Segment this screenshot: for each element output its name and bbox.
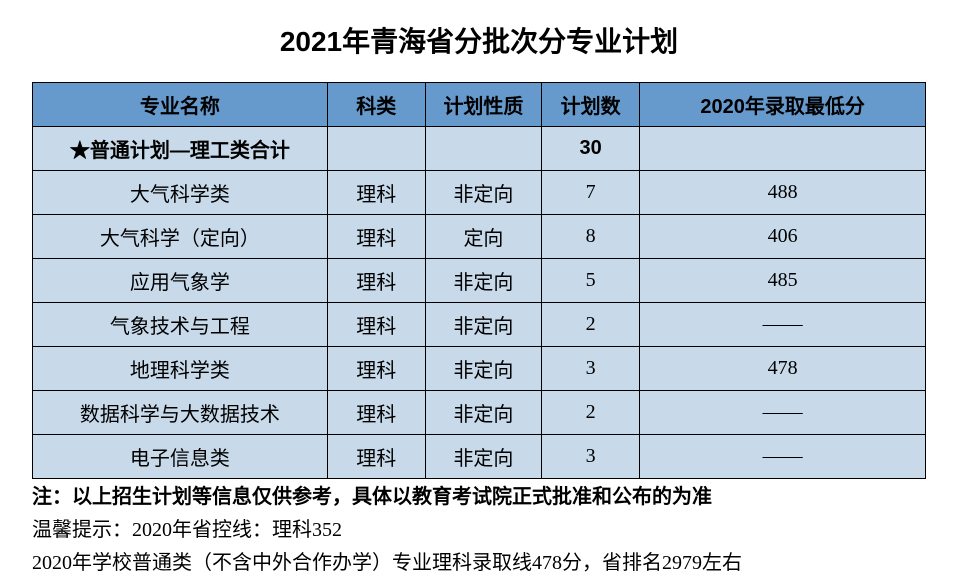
cell-type: 非定向 bbox=[425, 171, 541, 215]
table-row: 地理科学类理科非定向3478 bbox=[33, 347, 926, 391]
cell-count: 3 bbox=[541, 347, 639, 391]
cell-count: 7 bbox=[541, 171, 639, 215]
summary-type bbox=[425, 127, 541, 171]
cell-cat: 理科 bbox=[327, 303, 425, 347]
note-line-3: 2020年学校普通类（不含中外合作办学）专业理科录取线478分，省排名2979左… bbox=[32, 549, 926, 578]
cell-cat: 理科 bbox=[327, 171, 425, 215]
cell-count: 2 bbox=[541, 303, 639, 347]
cell-type: 非定向 bbox=[425, 347, 541, 391]
col-header-2: 计划性质 bbox=[425, 83, 541, 127]
cell-score: 406 bbox=[640, 215, 926, 259]
cell-score: —— bbox=[640, 303, 926, 347]
table-row: 数据科学与大数据技术理科非定向2—— bbox=[33, 391, 926, 435]
cell-type: 非定向 bbox=[425, 259, 541, 303]
cell-cat: 理科 bbox=[327, 259, 425, 303]
cell-score: 485 bbox=[640, 259, 926, 303]
table-row: 大气科学（定向）理科定向8406 bbox=[33, 215, 926, 259]
summary-count: 30 bbox=[541, 127, 639, 171]
cell-major: 数据科学与大数据技术 bbox=[33, 391, 328, 435]
col-header-3: 计划数 bbox=[541, 83, 639, 127]
cell-major: 地理科学类 bbox=[33, 347, 328, 391]
cell-major: 应用气象学 bbox=[33, 259, 328, 303]
cell-type: 非定向 bbox=[425, 391, 541, 435]
cell-count: 2 bbox=[541, 391, 639, 435]
table-row: 大气科学类理科非定向7488 bbox=[33, 171, 926, 215]
table-row: 应用气象学理科非定向5485 bbox=[33, 259, 926, 303]
cell-score: —— bbox=[640, 435, 926, 479]
col-header-0: 专业名称 bbox=[33, 83, 328, 127]
summary-label: ★普通计划—理工类合计 bbox=[33, 127, 328, 171]
cell-type: 非定向 bbox=[425, 303, 541, 347]
cell-score: 488 bbox=[640, 171, 926, 215]
col-header-4: 2020年录取最低分 bbox=[640, 83, 926, 127]
col-header-1: 科类 bbox=[327, 83, 425, 127]
note-line-2: 温馨提示：2020年省控线：理科352 bbox=[32, 516, 926, 545]
cell-count: 5 bbox=[541, 259, 639, 303]
cell-major: 大气科学类 bbox=[33, 171, 328, 215]
page-title: 2021年青海省分批次分专业计划 bbox=[32, 20, 926, 60]
cell-major: 电子信息类 bbox=[33, 435, 328, 479]
cell-cat: 理科 bbox=[327, 391, 425, 435]
cell-score: 478 bbox=[640, 347, 926, 391]
cell-cat: 理科 bbox=[327, 435, 425, 479]
plan-table: 专业名称科类计划性质计划数2020年录取最低分 ★普通计划—理工类合计 30 大… bbox=[32, 82, 926, 479]
cell-cat: 理科 bbox=[327, 215, 425, 259]
table-summary-row: ★普通计划—理工类合计 30 bbox=[33, 127, 926, 171]
table-header-row: 专业名称科类计划性质计划数2020年录取最低分 bbox=[33, 83, 926, 127]
table-row: 电子信息类理科非定向3—— bbox=[33, 435, 926, 479]
table-row: 气象技术与工程理科非定向2—— bbox=[33, 303, 926, 347]
cell-score: —— bbox=[640, 391, 926, 435]
cell-type: 定向 bbox=[425, 215, 541, 259]
cell-cat: 理科 bbox=[327, 347, 425, 391]
summary-cat bbox=[327, 127, 425, 171]
note-line-1: 注：以上招生计划等信息仅供参考，具体以教育考试院正式批准和公布的为准 bbox=[32, 483, 926, 512]
summary-score bbox=[640, 127, 926, 171]
cell-count: 8 bbox=[541, 215, 639, 259]
cell-major: 大气科学（定向） bbox=[33, 215, 328, 259]
cell-count: 3 bbox=[541, 435, 639, 479]
cell-major: 气象技术与工程 bbox=[33, 303, 328, 347]
cell-type: 非定向 bbox=[425, 435, 541, 479]
